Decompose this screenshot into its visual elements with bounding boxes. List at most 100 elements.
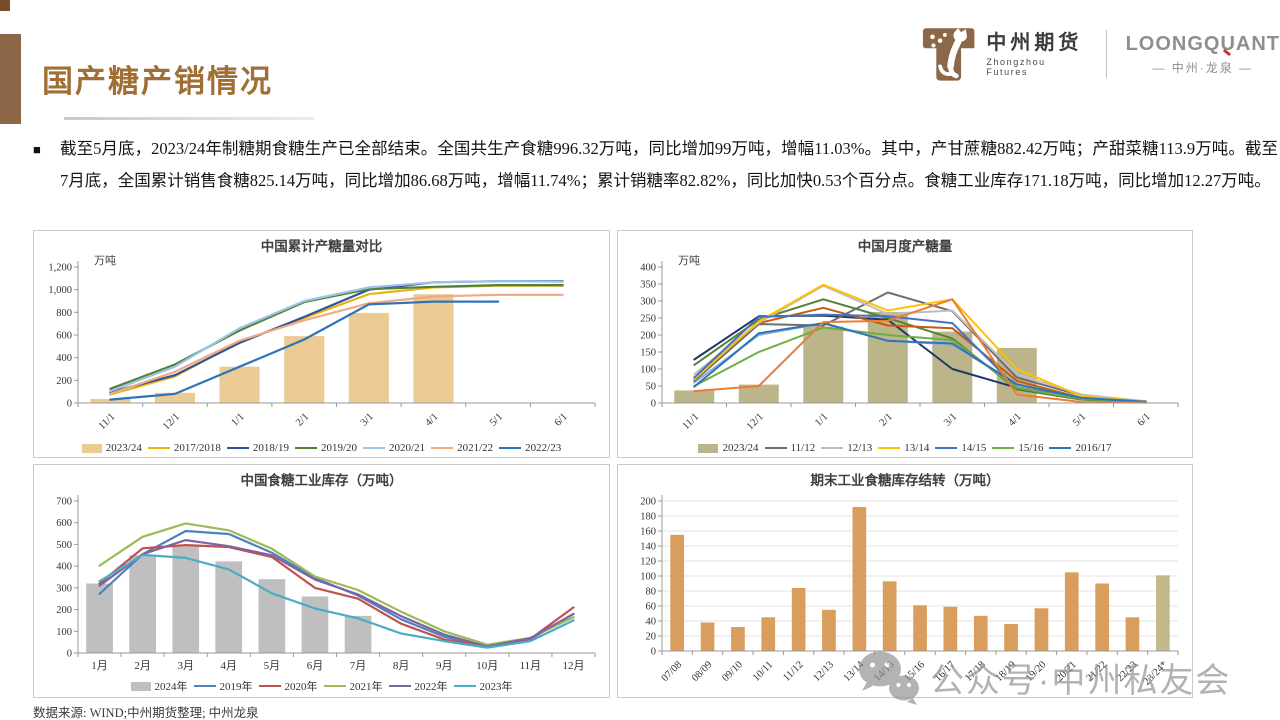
svg-text:6月: 6月 xyxy=(307,660,324,672)
brand-zhongzhou: 中州期货 Zhongzhou Futures xyxy=(986,32,1086,77)
svg-text:300: 300 xyxy=(640,297,656,308)
legend-bar-swatch xyxy=(698,443,719,453)
chart-legend: 2023/24 2017/2018 2018/19 2019/20 2020/21 202… xyxy=(36,442,607,454)
legend-label: 2019年 xyxy=(219,681,253,693)
svg-text:11月: 11月 xyxy=(520,660,542,672)
svg-text:400: 400 xyxy=(640,263,656,274)
svg-text:12/1: 12/1 xyxy=(745,411,766,432)
svg-text:5/1: 5/1 xyxy=(488,411,505,428)
svg-text:60: 60 xyxy=(646,602,657,613)
svg-text:400: 400 xyxy=(56,353,72,364)
svg-text:19/20: 19/20 xyxy=(1024,659,1049,684)
svg-text:23/24*: 23/24* xyxy=(1142,659,1170,687)
legend-item: 2024年 xyxy=(130,678,188,694)
svg-text:160: 160 xyxy=(640,527,656,538)
legend-label: 2023/24 xyxy=(722,442,759,454)
legend-line-swatch xyxy=(764,446,787,450)
legend-item: 14/15 xyxy=(935,442,986,454)
legend-label: 2018/19 xyxy=(252,442,289,454)
summary-paragraph: ■ 截至5月底，2023/24年制糖期食糖生产已全部结束。全国共生产食糖996.… xyxy=(33,133,1278,197)
svg-text:3月: 3月 xyxy=(177,660,194,672)
legend-item: 2019/20 xyxy=(294,442,358,454)
legend-line-swatch xyxy=(935,446,958,450)
legend-label: 2020/21 xyxy=(389,442,426,454)
svg-text:13/14: 13/14 xyxy=(842,659,867,684)
legend-label: 2020年 xyxy=(284,681,318,693)
legend-item: 2022/23 xyxy=(499,442,561,454)
svg-text:14/15: 14/15 xyxy=(872,659,897,684)
svg-text:400: 400 xyxy=(56,562,72,573)
legend-label: 2023/24 xyxy=(105,442,142,454)
legend-item: 2020年 xyxy=(258,678,318,694)
svg-text:万吨: 万吨 xyxy=(678,254,700,267)
svg-text:50: 50 xyxy=(646,382,657,393)
chart-panel-cumulative-production: 中国累计产糖量对比 万吨 0 200 400 600 800 1,000 1,200 11/1 12… xyxy=(33,230,610,458)
bullet-square-icon: ■ xyxy=(33,142,41,157)
svg-text:08/09: 08/09 xyxy=(690,659,715,684)
legend-item: 2023/24 xyxy=(698,442,759,454)
svg-text:80: 80 xyxy=(646,587,657,598)
legend-label: 2022年 xyxy=(414,681,448,693)
legend-label: 15/16 xyxy=(1018,442,1044,454)
svg-text:07/08: 07/08 xyxy=(660,659,685,684)
svg-text:0: 0 xyxy=(651,647,656,658)
svg-text:20: 20 xyxy=(646,632,657,643)
svg-text:500: 500 xyxy=(56,540,72,551)
legend-line-swatch xyxy=(431,446,454,450)
legend-line-swatch xyxy=(388,684,411,688)
legend-item: 12/13 xyxy=(821,442,872,454)
legend-line-swatch xyxy=(363,446,386,450)
svg-text:800: 800 xyxy=(56,308,72,319)
brand-loongquant: LOONGQUANT — 中州·龙泉 — xyxy=(1126,33,1280,76)
legend-bar-swatch xyxy=(81,443,102,453)
svg-text:中国食糖工业库存（万吨）: 中国食糖工业库存（万吨） xyxy=(241,472,403,488)
legend-line-swatch xyxy=(1049,446,1072,450)
legend-line-swatch xyxy=(258,684,281,688)
brand-loongquant-subtitle: — 中州·龙泉 — xyxy=(1152,60,1254,75)
legend-line-swatch xyxy=(453,684,476,688)
header-logo-area: 中州期货 Zhongzhou Futures LOONGQUANT — 中州·龙… xyxy=(922,22,1280,86)
svg-text:200: 200 xyxy=(56,376,72,387)
svg-text:40: 40 xyxy=(646,617,657,628)
svg-text:2/1: 2/1 xyxy=(878,411,895,428)
chart-legend: 2023/24 11/12 12/13 13/14 14/15 15/16 2016/17 xyxy=(620,442,1190,454)
svg-text:8月: 8月 xyxy=(393,660,410,672)
svg-text:100: 100 xyxy=(640,365,656,376)
legend-item: 2021/22 xyxy=(431,442,493,454)
svg-text:0: 0 xyxy=(651,399,656,410)
svg-text:12月: 12月 xyxy=(562,660,584,672)
svg-text:11/1: 11/1 xyxy=(97,411,118,432)
legend-line-swatch xyxy=(499,446,522,450)
legend-label: 12/13 xyxy=(847,442,873,454)
legend-item: 2017/2018 xyxy=(147,442,221,454)
legend-label: 14/15 xyxy=(961,442,987,454)
svg-text:7月: 7月 xyxy=(350,660,367,672)
svg-text:11/12: 11/12 xyxy=(781,659,805,683)
brand-loongquant-name: LOONGQUANT xyxy=(1125,32,1280,56)
svg-text:21/22: 21/22 xyxy=(1085,659,1110,684)
legend-item: 2016/17 xyxy=(1049,442,1112,454)
chart-panel-industrial-inventory: 中国食糖工业库存（万吨） 0 100 200 300 400 500 600 700 1月 2月 3月… xyxy=(33,464,610,698)
svg-text:600: 600 xyxy=(56,331,72,342)
leopard-logo-icon xyxy=(922,28,975,81)
svg-text:200: 200 xyxy=(56,605,72,616)
legend-item: 2022年 xyxy=(388,678,448,694)
svg-text:250: 250 xyxy=(640,314,656,325)
svg-text:1月: 1月 xyxy=(91,660,108,672)
legend-item: 2020/21 xyxy=(363,442,425,454)
page-title: 国产糖产销情况 xyxy=(42,64,273,99)
legend-label: 2021/22 xyxy=(457,442,494,454)
svg-text:350: 350 xyxy=(640,280,656,291)
legend-line-swatch xyxy=(878,446,901,450)
legend-label: 2021年 xyxy=(349,681,383,693)
svg-text:3/1: 3/1 xyxy=(942,411,959,428)
legend-line-swatch xyxy=(821,446,844,450)
brand-zhongzhou-subtitle: Zhongzhou Futures xyxy=(986,56,1046,77)
legend-line-swatch xyxy=(147,446,170,450)
legend-label: 2019/20 xyxy=(320,442,358,454)
svg-text:6/1: 6/1 xyxy=(553,411,570,428)
svg-text:300: 300 xyxy=(56,583,72,594)
svg-text:1/1: 1/1 xyxy=(229,411,246,428)
